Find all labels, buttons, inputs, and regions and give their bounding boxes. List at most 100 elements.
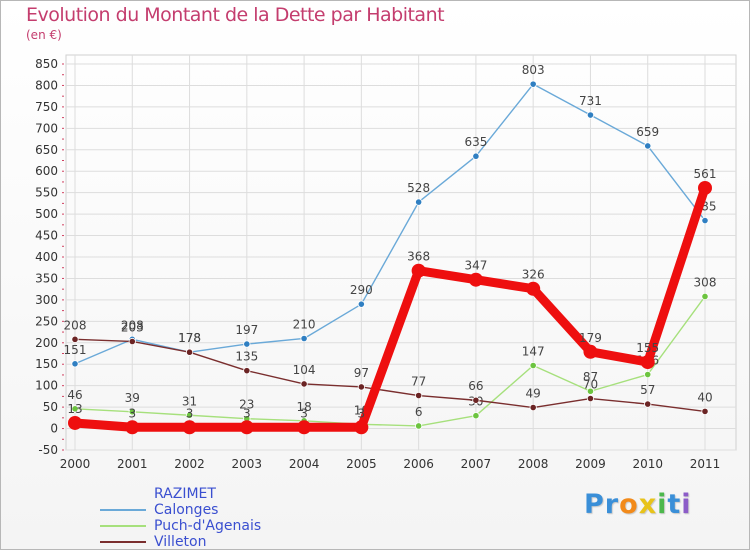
data-point-calonges bbox=[529, 80, 537, 88]
data-label-puch-d-agenais: 147 bbox=[522, 345, 545, 359]
data-label-razimet: 3 bbox=[358, 406, 366, 420]
data-point-razimet bbox=[354, 420, 369, 435]
data-label-razimet: 347 bbox=[464, 259, 487, 273]
series-line-villeton bbox=[74, 338, 706, 413]
y-tick-label: 650 bbox=[35, 143, 58, 157]
data-label-calonges: 290 bbox=[350, 283, 373, 297]
data-point-razimet bbox=[411, 263, 426, 278]
logo-letter: o bbox=[619, 489, 639, 520]
data-point-puch-d-agenais bbox=[71, 405, 79, 413]
data-point-villeton bbox=[701, 407, 709, 415]
data-point-puch-d-agenais bbox=[529, 361, 537, 370]
data-label-villeton: 208 bbox=[64, 318, 87, 332]
legend-swatch-razimet bbox=[100, 493, 146, 497]
data-point-villeton bbox=[71, 335, 79, 343]
data-point-puch-d-agenais bbox=[472, 412, 480, 420]
x-tick-label: 2000 bbox=[60, 457, 91, 471]
logo-letter: i bbox=[681, 489, 692, 520]
y-tick-label: 500 bbox=[35, 207, 58, 221]
data-label-villeton: 57 bbox=[640, 383, 655, 397]
x-tick-label: 2006 bbox=[403, 457, 434, 471]
data-label-calonges: 208 bbox=[121, 318, 144, 332]
data-point-calonges bbox=[586, 111, 595, 119]
data-point-puch-d-agenais bbox=[185, 411, 194, 419]
y-tick-label: 300 bbox=[35, 293, 58, 307]
y-tick-label: 700 bbox=[35, 121, 58, 135]
data-label-razimet: 13 bbox=[67, 402, 82, 416]
x-tick-label: 2009 bbox=[575, 457, 606, 471]
data-point-razimet bbox=[583, 344, 598, 359]
data-label-villeton: 66 bbox=[468, 379, 483, 393]
legend-label-calonges: Calonges bbox=[154, 502, 219, 518]
logo-letter: t bbox=[667, 489, 682, 520]
data-label-villeton: 70 bbox=[583, 378, 598, 392]
data-point-puch-d-agenais bbox=[586, 387, 595, 395]
data-point-calonges bbox=[243, 340, 251, 348]
y-tick-label: 350 bbox=[35, 271, 58, 285]
data-label-calonges: 635 bbox=[464, 135, 487, 149]
data-label-villeton: 203 bbox=[121, 320, 144, 334]
x-tick-label: 2007 bbox=[461, 457, 492, 471]
y-tick-label: 450 bbox=[35, 229, 58, 243]
data-point-puch-d-agenais bbox=[415, 422, 423, 430]
data-point-villeton bbox=[529, 403, 537, 412]
legend-label-puch: Puch-d'Agenais bbox=[154, 518, 262, 534]
data-point-villeton bbox=[415, 391, 423, 400]
legend-swatch-villeton bbox=[100, 541, 146, 543]
data-label-razimet: 561 bbox=[694, 167, 717, 181]
x-tick-label: 2008 bbox=[518, 457, 549, 471]
x-tick-label: 2005 bbox=[346, 457, 377, 471]
data-label-calonges: 197 bbox=[235, 323, 258, 337]
y-tick-label: 550 bbox=[35, 186, 58, 200]
data-point-razimet bbox=[468, 272, 483, 287]
data-point-calonges bbox=[415, 198, 423, 206]
data-label-calonges: 659 bbox=[636, 125, 659, 139]
chart-title: Evolution du Montant de la Dette par Hab… bbox=[26, 4, 445, 26]
y-tick-label: 100 bbox=[35, 379, 58, 393]
plot-area bbox=[65, 54, 737, 451]
y-tick-label: 150 bbox=[35, 357, 58, 371]
data-label-razimet: 3 bbox=[243, 406, 251, 420]
x-tick-label: 2011 bbox=[690, 457, 721, 471]
data-point-puch-d-agenais bbox=[701, 292, 709, 301]
x-tick-label: 2002 bbox=[174, 457, 205, 471]
legend-swatch-puch bbox=[100, 525, 146, 527]
data-point-puch-d-agenais bbox=[128, 408, 136, 416]
data-label-villeton: 49 bbox=[526, 387, 541, 401]
data-point-razimet bbox=[297, 420, 312, 435]
series-line-razimet bbox=[70, 183, 710, 432]
data-label-villeton: 178 bbox=[178, 331, 201, 345]
y-tick-label: -50 bbox=[38, 443, 58, 457]
data-label-villeton: 135 bbox=[235, 350, 258, 364]
data-label-razimet: 368 bbox=[407, 250, 430, 264]
y-tick-label: 750 bbox=[35, 100, 58, 114]
data-point-puch-d-agenais bbox=[644, 370, 652, 379]
data-label-villeton: 77 bbox=[411, 375, 426, 389]
data-point-razimet bbox=[640, 355, 655, 370]
x-tick-label: 2004 bbox=[289, 457, 320, 471]
data-point-villeton bbox=[472, 396, 480, 404]
data-point-calonges bbox=[701, 216, 709, 225]
logo-letter: r bbox=[604, 489, 620, 520]
data-point-razimet bbox=[68, 415, 82, 430]
data-label-razimet: 155 bbox=[636, 341, 659, 355]
data-point-villeton bbox=[586, 394, 595, 403]
y-tick-label: 0 bbox=[50, 422, 58, 436]
chart-subtitle: (en €) bbox=[26, 28, 62, 42]
y-tick-label: 50 bbox=[43, 400, 58, 414]
data-label-villeton: 104 bbox=[293, 363, 316, 377]
data-label-puch-d-agenais: 31 bbox=[182, 394, 197, 408]
data-label-razimet: 179 bbox=[579, 331, 602, 345]
data-point-villeton bbox=[644, 400, 652, 408]
data-point-razimet bbox=[526, 281, 541, 296]
data-label-calonges: 528 bbox=[407, 181, 430, 195]
x-tick-label: 2010 bbox=[632, 457, 663, 471]
data-label-puch-d-agenais: 87 bbox=[583, 370, 598, 384]
data-label-razimet: 3 bbox=[300, 406, 308, 420]
y-tick-label: 250 bbox=[35, 314, 58, 328]
data-label-puch-d-agenais: 18 bbox=[296, 400, 311, 414]
data-label-puch-d-agenais: 39 bbox=[125, 391, 140, 405]
data-label-puch-d-agenais: 46 bbox=[67, 388, 82, 402]
y-tick-label: 850 bbox=[35, 57, 58, 71]
data-label-calonges: 731 bbox=[579, 94, 602, 108]
